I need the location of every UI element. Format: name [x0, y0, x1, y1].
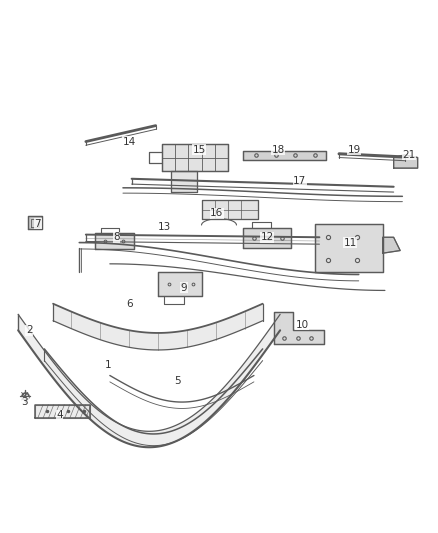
Polygon shape	[201, 200, 258, 219]
Text: 16: 16	[210, 208, 223, 219]
Text: 21: 21	[402, 150, 416, 160]
Text: 9: 9	[181, 283, 187, 293]
Text: 8: 8	[113, 232, 120, 243]
Text: 11: 11	[343, 238, 357, 247]
Polygon shape	[53, 304, 263, 350]
Text: 2: 2	[26, 325, 32, 335]
Polygon shape	[274, 312, 324, 344]
Text: 15: 15	[193, 144, 206, 155]
Polygon shape	[28, 216, 42, 229]
Polygon shape	[243, 228, 291, 248]
Polygon shape	[162, 144, 228, 171]
Polygon shape	[18, 314, 280, 447]
Text: 1: 1	[104, 360, 111, 370]
Text: 6: 6	[126, 298, 133, 309]
Polygon shape	[315, 224, 383, 272]
Text: 17: 17	[293, 176, 307, 187]
Text: 4: 4	[57, 410, 63, 421]
Polygon shape	[158, 272, 201, 296]
Text: 3: 3	[21, 397, 28, 407]
Text: 13: 13	[158, 222, 171, 232]
Polygon shape	[383, 237, 400, 253]
Polygon shape	[35, 405, 90, 418]
Text: 7: 7	[35, 219, 41, 229]
Text: 10: 10	[295, 320, 308, 330]
Polygon shape	[95, 233, 134, 249]
Polygon shape	[243, 151, 326, 160]
Text: 12: 12	[261, 232, 274, 243]
Text: 19: 19	[348, 144, 361, 155]
Text: 14: 14	[123, 136, 136, 147]
Polygon shape	[171, 171, 197, 192]
Polygon shape	[394, 155, 418, 168]
Text: 18: 18	[271, 144, 285, 155]
Text: 5: 5	[174, 376, 181, 386]
